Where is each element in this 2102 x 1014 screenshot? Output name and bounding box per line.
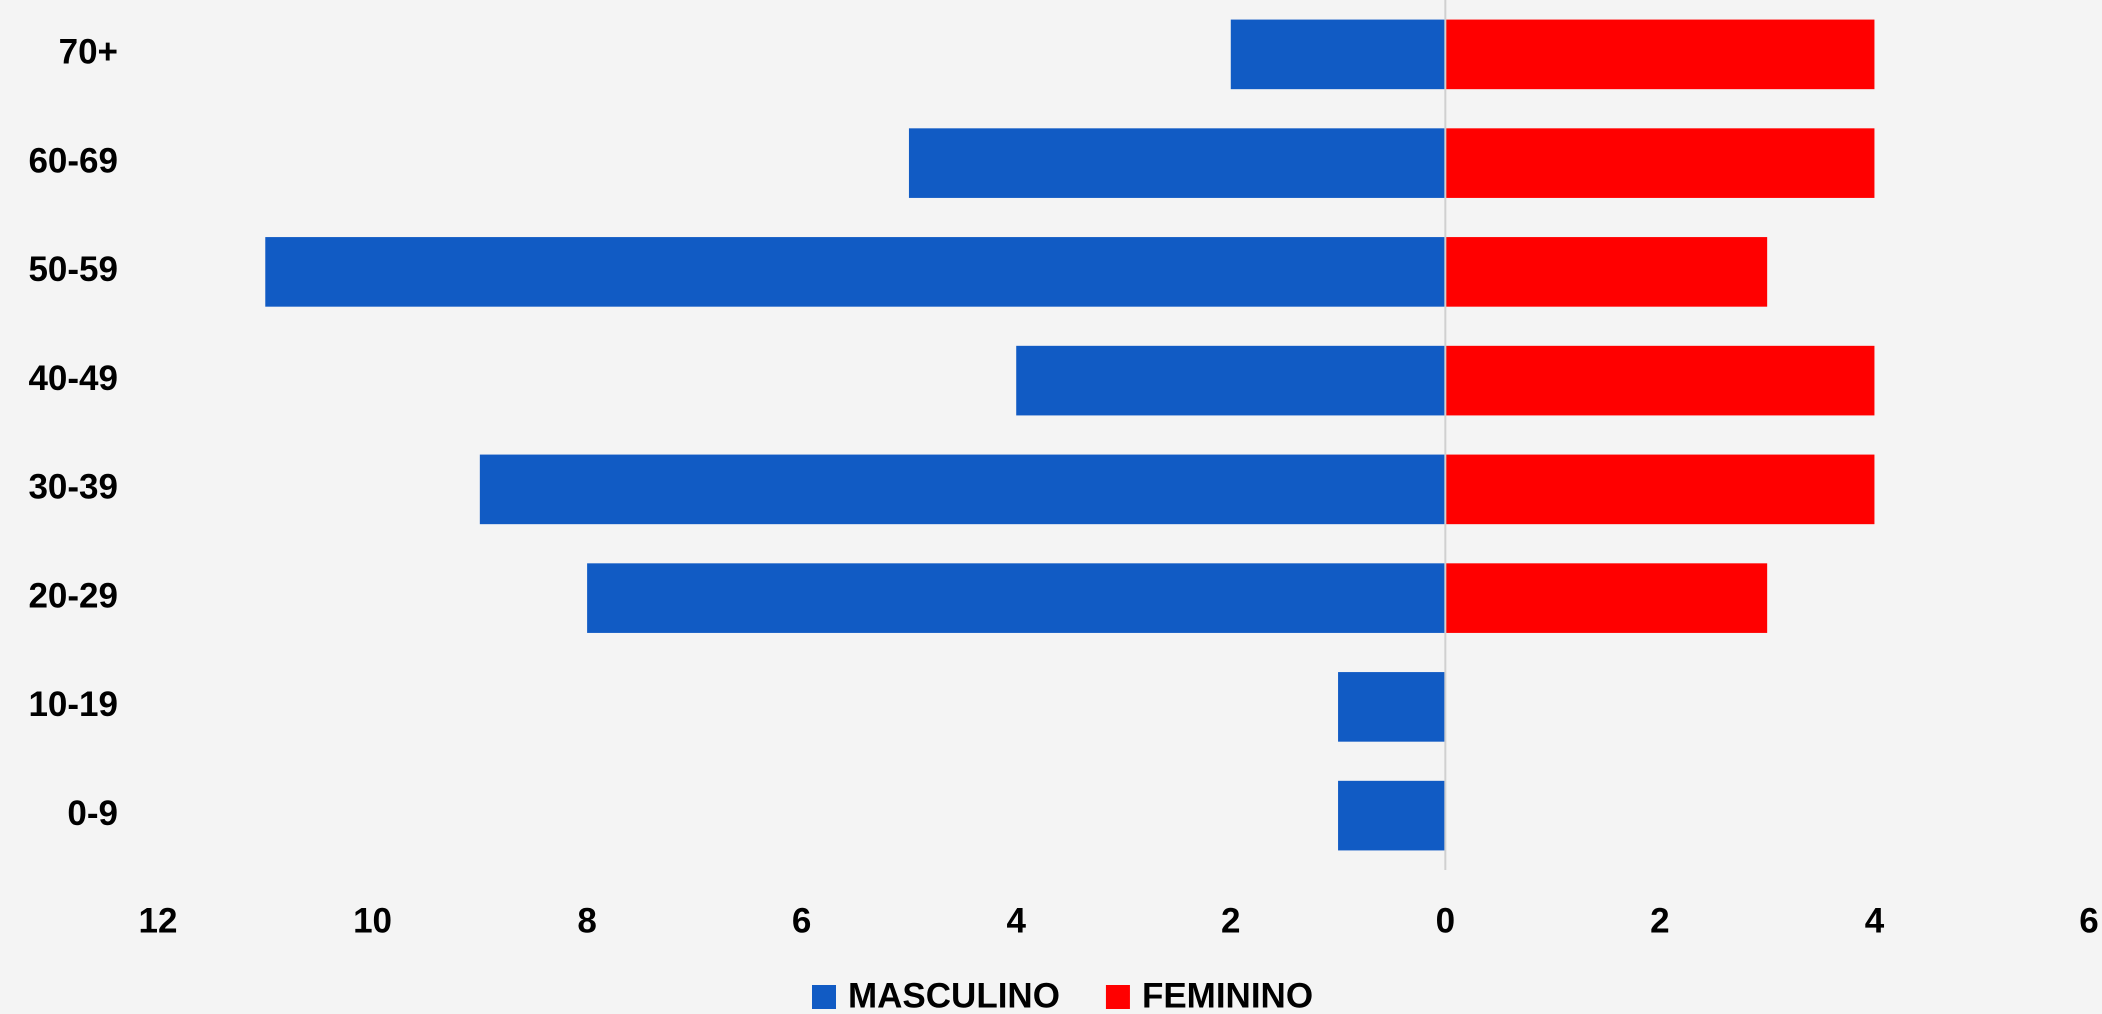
legend-swatch	[812, 985, 836, 1009]
y-tick-label: 30-39	[28, 468, 118, 507]
x-tick-label: 6	[792, 901, 811, 940]
bar	[1338, 672, 1446, 742]
bar	[1445, 454, 1875, 525]
x-tick-label: 6	[2079, 901, 2098, 940]
bar	[1445, 128, 1875, 198]
bar	[1445, 237, 1768, 307]
x-tick-label: 2	[1221, 901, 1240, 940]
bar	[1230, 19, 1446, 90]
legend-label: MASCULINO	[848, 976, 1060, 1014]
x-tick-label: 8	[577, 901, 596, 940]
bar	[1445, 345, 1875, 416]
bar	[1445, 563, 1768, 633]
legend-swatch	[1105, 985, 1130, 1009]
y-tick-label: 20-29	[28, 576, 118, 615]
y-tick-label: 50-59	[28, 250, 118, 289]
bar	[1445, 19, 1875, 90]
y-tick-label: 60-69	[28, 141, 118, 180]
bar	[1338, 780, 1446, 851]
y-tick-label: 0-9	[67, 794, 118, 833]
bar	[1016, 345, 1446, 416]
x-tick-label: 4	[1006, 901, 1026, 940]
x-tick-label: 0	[1436, 901, 1455, 940]
bar	[479, 454, 1446, 525]
x-tick-label: 12	[139, 901, 178, 940]
y-tick-label: 70+	[59, 33, 118, 72]
x-tick-label: 10	[353, 901, 392, 940]
bar	[587, 563, 1446, 633]
legend-label: FEMININO	[1142, 976, 1313, 1014]
y-tick-label: 10-19	[28, 685, 118, 724]
y-tick-label: 40-49	[28, 359, 118, 398]
bar	[265, 237, 1446, 307]
x-tick-label: 2	[1650, 901, 1669, 940]
x-tick-label: 4	[1865, 901, 1885, 940]
bar	[908, 128, 1446, 198]
